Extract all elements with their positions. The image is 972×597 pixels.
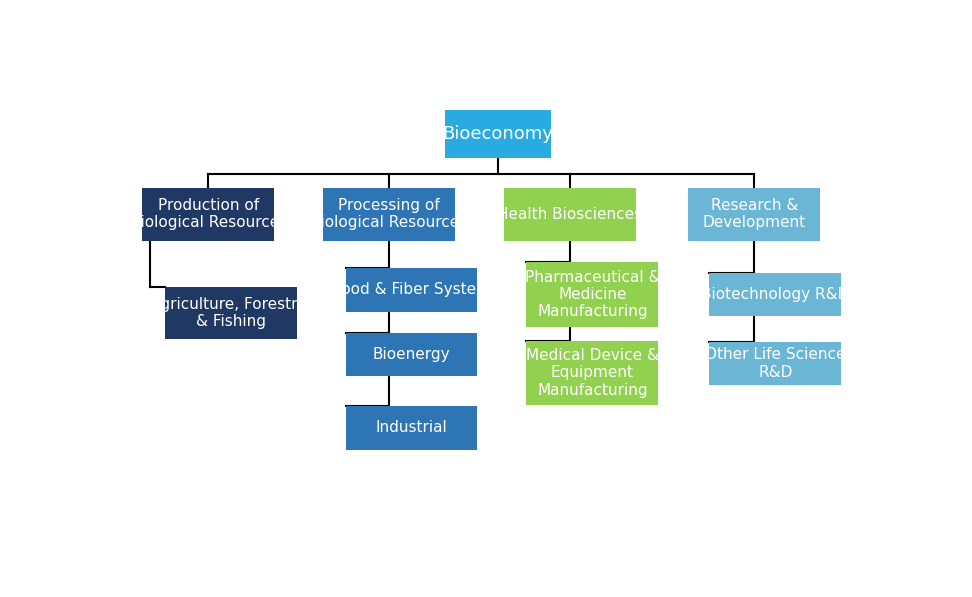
FancyBboxPatch shape bbox=[527, 263, 658, 327]
Text: Other Life Science
R&D: Other Life Science R&D bbox=[705, 347, 846, 380]
FancyBboxPatch shape bbox=[688, 187, 820, 241]
Text: Research &
Development: Research & Development bbox=[703, 198, 806, 230]
Text: Bioeconomy: Bioeconomy bbox=[442, 125, 554, 143]
Text: Industrial: Industrial bbox=[375, 420, 447, 435]
FancyBboxPatch shape bbox=[323, 187, 455, 241]
Text: Biotechnology R&D: Biotechnology R&D bbox=[701, 287, 850, 302]
Text: Medical Device &
Equipment
Manufacturing: Medical Device & Equipment Manufacturing bbox=[526, 348, 659, 398]
FancyBboxPatch shape bbox=[142, 187, 274, 241]
Text: Health Biosciences: Health Biosciences bbox=[497, 207, 642, 221]
Text: Agriculture, Forestry,
& Fishing: Agriculture, Forestry, & Fishing bbox=[150, 297, 311, 329]
FancyBboxPatch shape bbox=[445, 110, 551, 158]
Text: Processing of
Biological Resources: Processing of Biological Resources bbox=[310, 198, 468, 230]
Text: Pharmaceutical &
Medicine
Manufacturing: Pharmaceutical & Medicine Manufacturing bbox=[525, 270, 660, 319]
FancyBboxPatch shape bbox=[710, 273, 842, 316]
FancyBboxPatch shape bbox=[346, 268, 477, 312]
FancyBboxPatch shape bbox=[346, 333, 477, 376]
FancyBboxPatch shape bbox=[710, 341, 842, 386]
FancyBboxPatch shape bbox=[503, 187, 636, 241]
FancyBboxPatch shape bbox=[527, 340, 658, 405]
Text: Production of
Biological Resources: Production of Biological Resources bbox=[129, 198, 287, 230]
Text: Food & Fiber System: Food & Fiber System bbox=[332, 282, 491, 297]
Text: Bioenergy: Bioenergy bbox=[372, 347, 450, 362]
FancyBboxPatch shape bbox=[165, 287, 296, 340]
FancyBboxPatch shape bbox=[346, 406, 477, 450]
